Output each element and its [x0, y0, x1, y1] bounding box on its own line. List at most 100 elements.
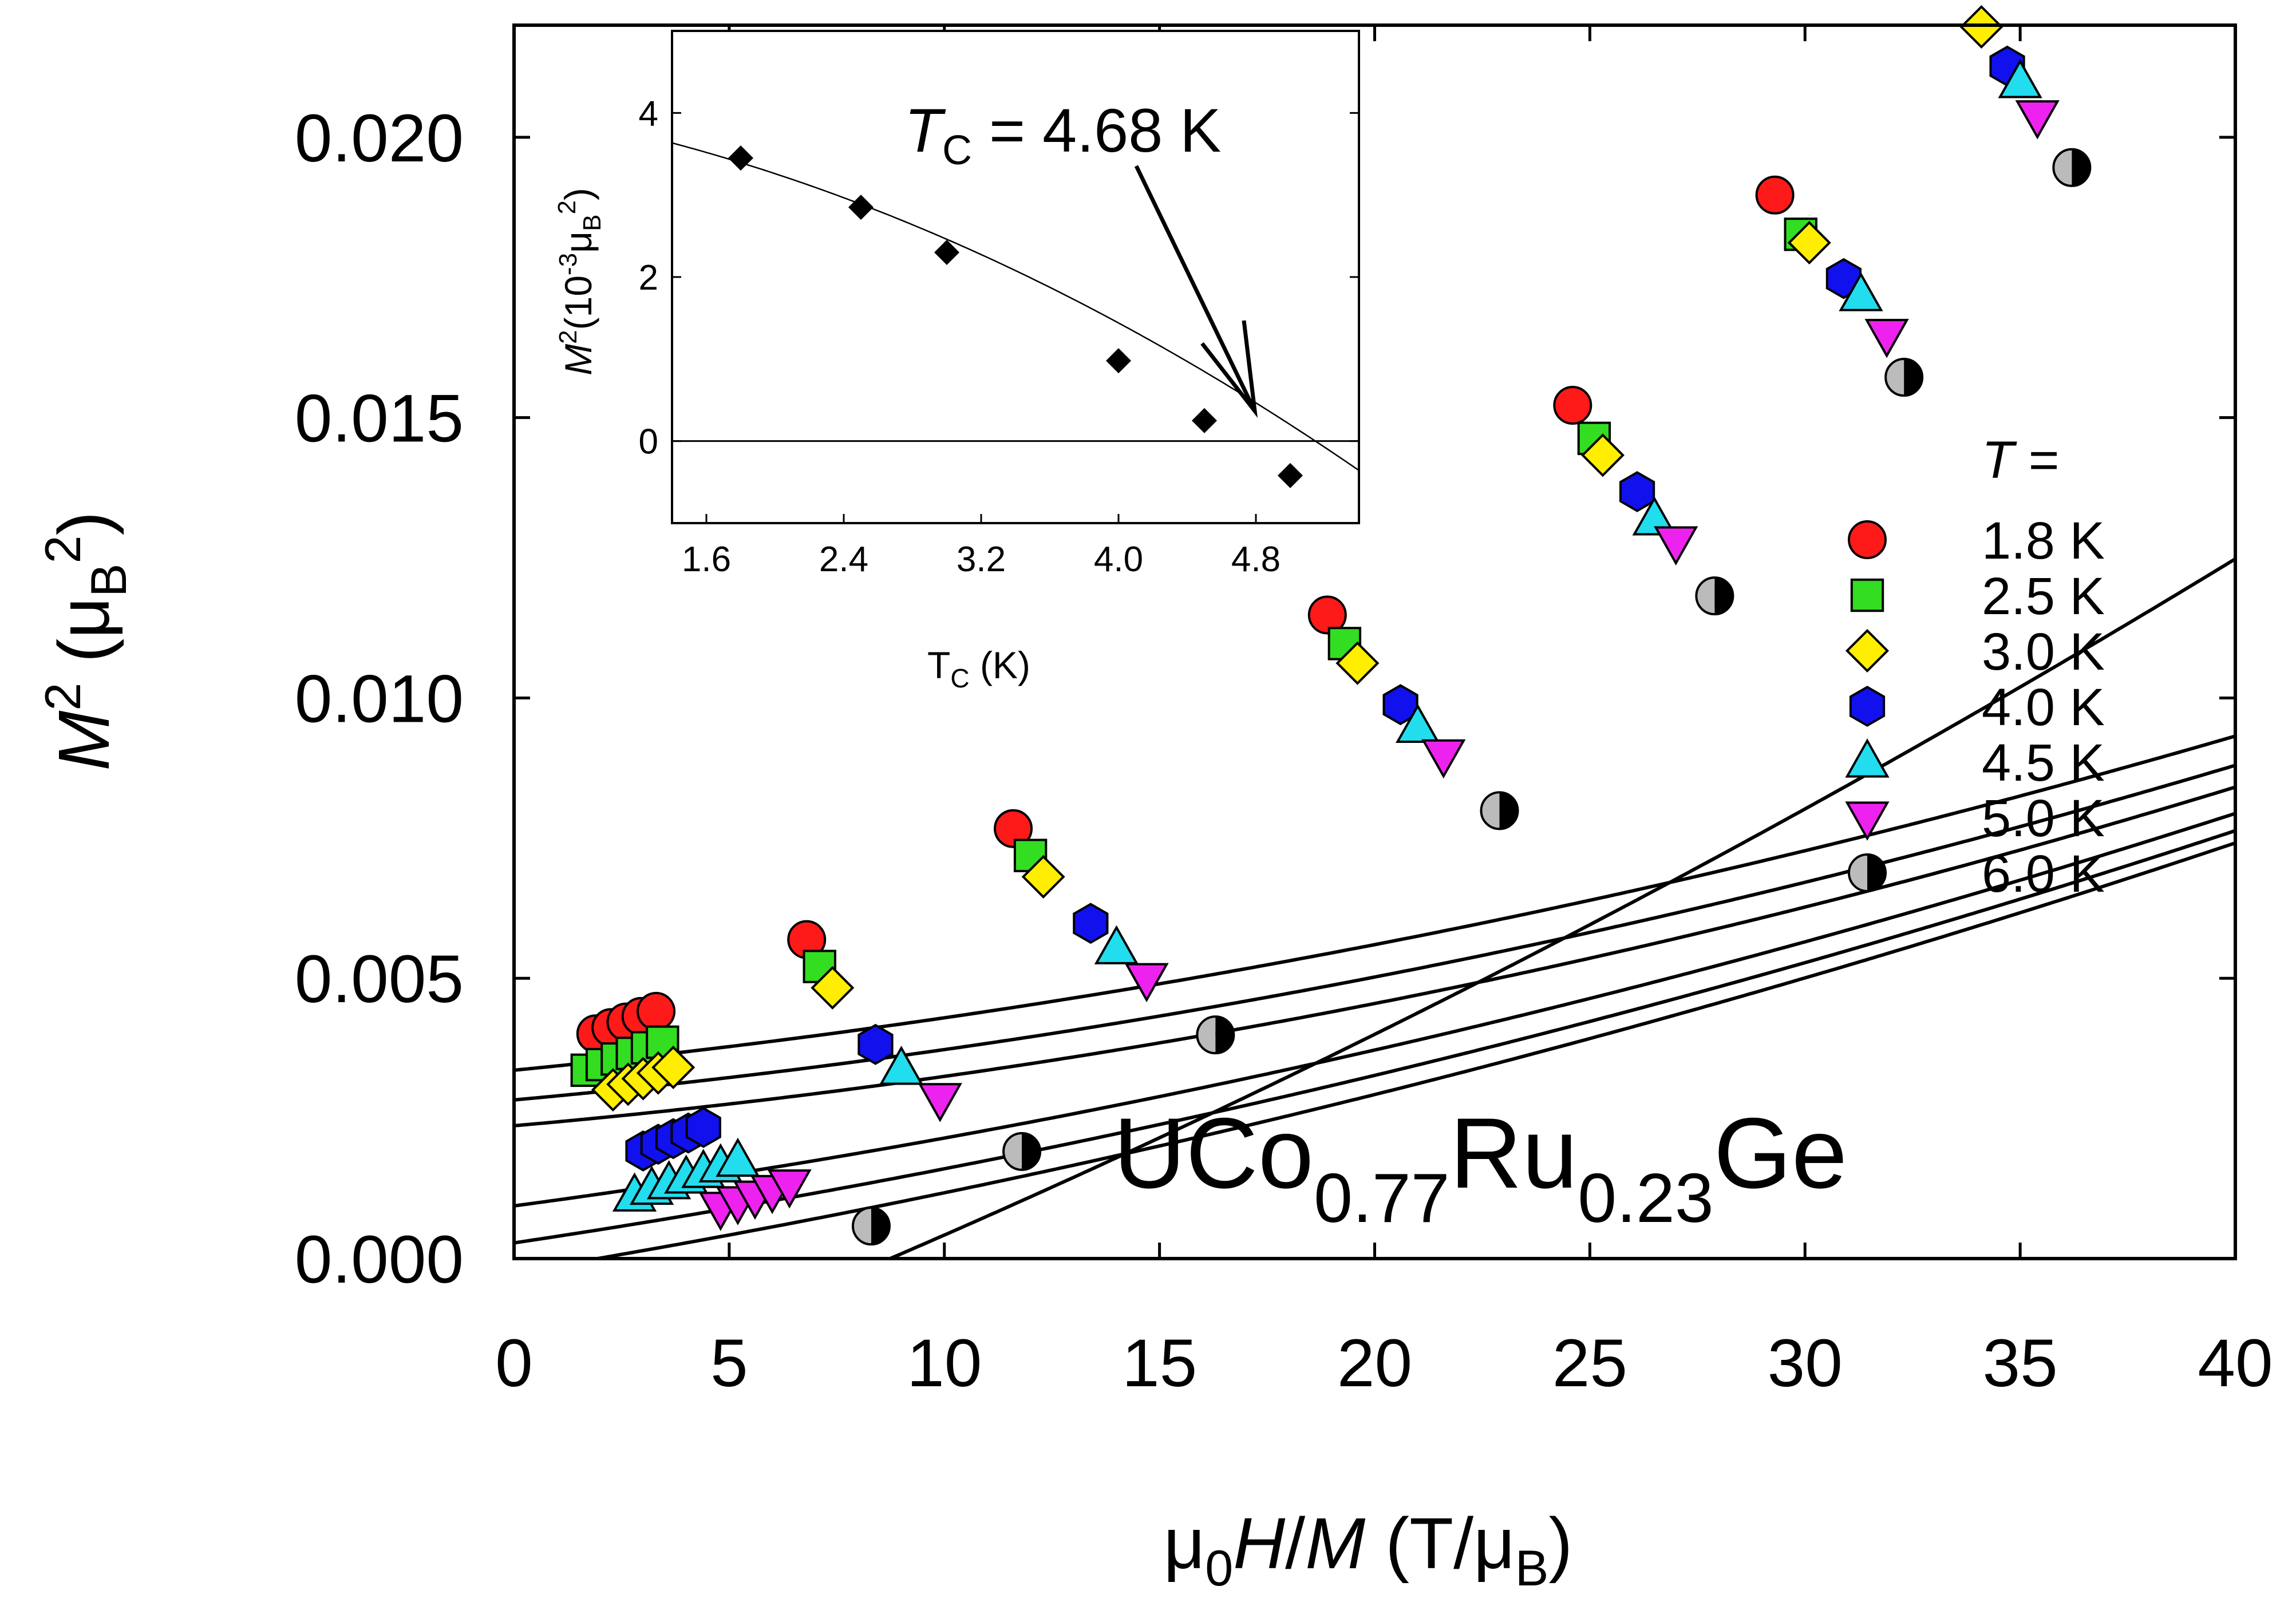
fit-curve-1.8K	[514, 734, 2235, 1072]
data-point	[1787, 221, 1831, 265]
inset-y-tick-label: 2	[639, 258, 658, 298]
data-point	[2052, 148, 2092, 187]
legend-marker	[1849, 686, 1886, 727]
fit-curve-2.5K	[514, 764, 2235, 1102]
inset-data-point	[934, 240, 959, 265]
y-axis-title: M2 (μB2)	[34, 511, 137, 770]
legend-label: 3.0 K	[1982, 623, 2105, 681]
data-point	[857, 1023, 894, 1065]
legend: 1.8 K2.5 K3.0 K4.0 K4.5 K5.0 K6.0 K	[1845, 512, 2105, 903]
inset-data-point	[728, 145, 753, 171]
inset-annotation-arrow	[1134, 165, 1258, 418]
data-point	[1382, 684, 1418, 726]
y-tick-label: 0.005	[295, 942, 464, 1017]
x-tick-label: 40	[2198, 1326, 2273, 1401]
legend-label: 5.0 K	[1982, 789, 2105, 848]
legend-marker	[1848, 853, 1887, 892]
data-point	[716, 1137, 760, 1177]
legend-marker	[1848, 520, 1887, 559]
data-point	[1619, 471, 1655, 512]
fit-curve-6.0K	[886, 557, 2235, 1259]
legend-marker	[1845, 801, 1890, 841]
inset-y-tick-label: 4	[639, 94, 658, 133]
fit-curve-4.5K	[514, 829, 2235, 1245]
fit-curve-5.0K	[587, 841, 2235, 1259]
fit-curves	[514, 557, 2235, 1259]
inset-x-axis-title: TC (K)	[927, 644, 1030, 693]
y-tick-label: 0.015	[295, 381, 464, 457]
legend-label: 6.0 K	[1982, 845, 2105, 903]
data-point	[685, 1106, 721, 1148]
data-point	[1480, 791, 1519, 830]
data-point	[1884, 358, 1924, 397]
x-tick-label: 0	[495, 1326, 533, 1401]
legend-label: 4.0 K	[1982, 678, 2105, 737]
x-tick-label: 15	[1122, 1326, 1197, 1401]
data-point	[1755, 175, 1795, 215]
data-point	[1864, 319, 1909, 358]
data-point	[1307, 595, 1347, 635]
data-point	[1021, 855, 1065, 899]
data-point	[851, 1207, 891, 1246]
data-point	[918, 1083, 962, 1122]
data-point	[637, 992, 676, 1031]
data-point	[1553, 386, 1592, 425]
data-point	[1002, 1132, 1042, 1171]
inset-x-tick-label: 4.8	[1231, 540, 1281, 579]
data-point	[811, 966, 855, 1010]
data-point	[1094, 925, 1139, 964]
x-tick-label: 20	[1337, 1326, 1412, 1401]
data-point	[767, 1169, 812, 1209]
x-tick-label: 5	[710, 1326, 748, 1401]
data-point	[1421, 739, 1466, 779]
inset-annotation: TC = 4.68 K	[904, 96, 1221, 173]
data-point	[1124, 963, 1169, 1003]
x-axis-title: μ0H/M (T/μB)	[1164, 1503, 1573, 1596]
data-point	[2015, 100, 2060, 140]
main-plot-frame	[512, 23, 2237, 1260]
data-point	[1695, 576, 1734, 616]
data-point	[1632, 496, 1677, 536]
x-tick-label: 10	[907, 1326, 982, 1401]
main-axis-ticks: 0 5 10 15 20 25 30 35 400.0000.0050.0100.0150.02…	[295, 25, 2273, 1401]
y-tick-label: 0.000	[295, 1222, 464, 1298]
data-point	[1580, 433, 1625, 477]
fit-curve-3.0K	[514, 785, 2235, 1128]
inset-plot: 1.6 2.4 3.2 4.0 4.8 0 2 4	[639, 94, 1359, 579]
legend-marker	[1850, 578, 1884, 612]
legend-label: 2.5 K	[1982, 567, 2105, 626]
data-point	[879, 1046, 924, 1085]
inset-y-tick-label: 0	[639, 422, 658, 462]
y-tick-label: 0.020	[295, 101, 464, 176]
data-point	[1396, 703, 1440, 743]
x-tick-label: 25	[1552, 1326, 1627, 1401]
data-point	[1654, 526, 1698, 566]
data-markers	[570, 5, 2092, 1246]
data-point	[1196, 1015, 1235, 1055]
compound-label: UCo0.77Ru0.23Ge	[1113, 1098, 1847, 1237]
inset-x-tick-label: 1.6	[682, 540, 731, 579]
inset-data-point	[1106, 348, 1131, 374]
fit-curve-4.0K	[514, 812, 2235, 1208]
inset-x-tick-label: 4.0	[1094, 540, 1143, 579]
legend-label: 4.5 K	[1982, 734, 2105, 792]
inset-frame	[671, 30, 1360, 524]
legend-marker	[1845, 628, 1890, 673]
x-tick-label: 35	[1982, 1326, 2057, 1401]
legend-marker	[1845, 738, 1890, 778]
inset-data-point	[848, 195, 874, 220]
inset-data-point	[1278, 462, 1303, 488]
data-point	[1998, 59, 2042, 98]
legend-title: T =	[1982, 431, 2060, 489]
data-point	[994, 809, 1033, 848]
data-point	[651, 1045, 695, 1090]
x-tick-label: 30	[1768, 1326, 1843, 1401]
inset-data-point	[1192, 408, 1217, 433]
y-tick-label: 0.010	[295, 661, 464, 737]
data-point	[1335, 641, 1380, 685]
data-point	[1073, 903, 1109, 944]
data-point	[1839, 272, 1883, 311]
inset-y-axis-title: M2(10-3μB2)	[553, 188, 606, 375]
legend-label: 1.8 K	[1982, 512, 2105, 570]
